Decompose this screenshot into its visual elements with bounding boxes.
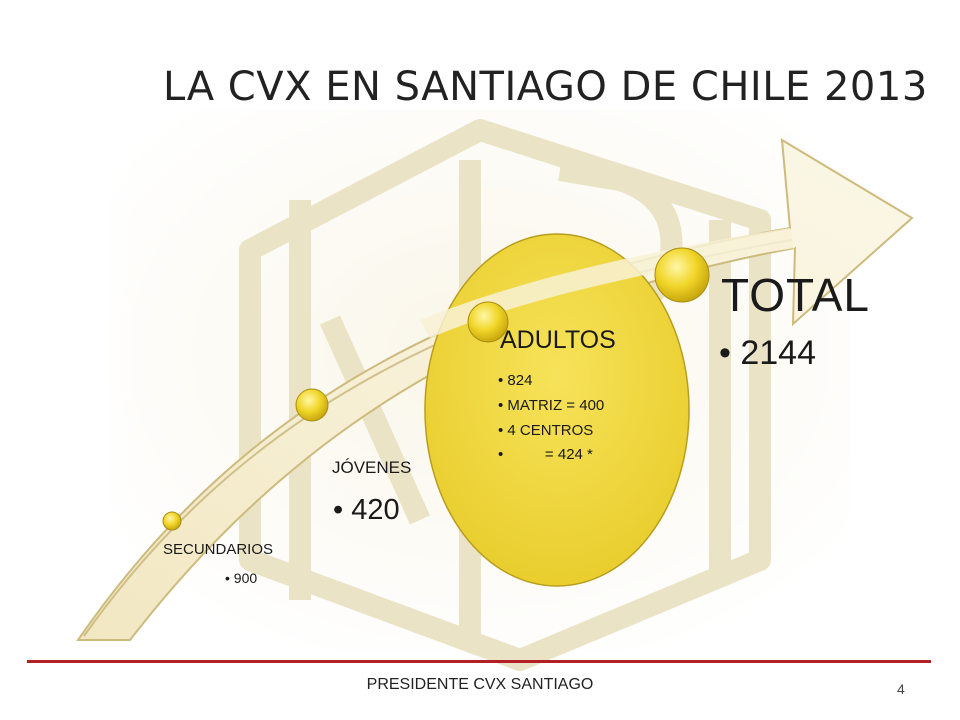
adultos-item: • = 424 * (498, 446, 593, 463)
adultos-dot (467, 301, 509, 343)
secundarios-value: • 900 (225, 570, 258, 586)
total-value: • 2144 (719, 334, 816, 372)
jovenes-dot (295, 388, 329, 422)
adultos-label: ADULTOS (500, 326, 616, 354)
total-dot (654, 247, 710, 303)
adultos-item: • 4 CENTROS (498, 422, 594, 439)
jovenes-label: JÓVENES (332, 458, 412, 477)
footer-divider (27, 660, 931, 663)
page-title: LA CVX EN SANTIAGO DE CHILE 2013 (163, 64, 928, 110)
page-number: 4 (897, 681, 905, 697)
footer-text: PRESIDENTE CVX SANTIAGO (366, 676, 594, 693)
total-label: TOTAL (721, 269, 870, 321)
adultos-item: • 824 (498, 372, 533, 389)
watermark-logo (110, 110, 850, 671)
jovenes-value: • 420 (333, 494, 400, 526)
adultos-item: • MATRIZ = 400 (498, 397, 605, 414)
secundarios-label: SECUNDARIOS (163, 541, 274, 558)
secundarios-dot (162, 511, 182, 531)
